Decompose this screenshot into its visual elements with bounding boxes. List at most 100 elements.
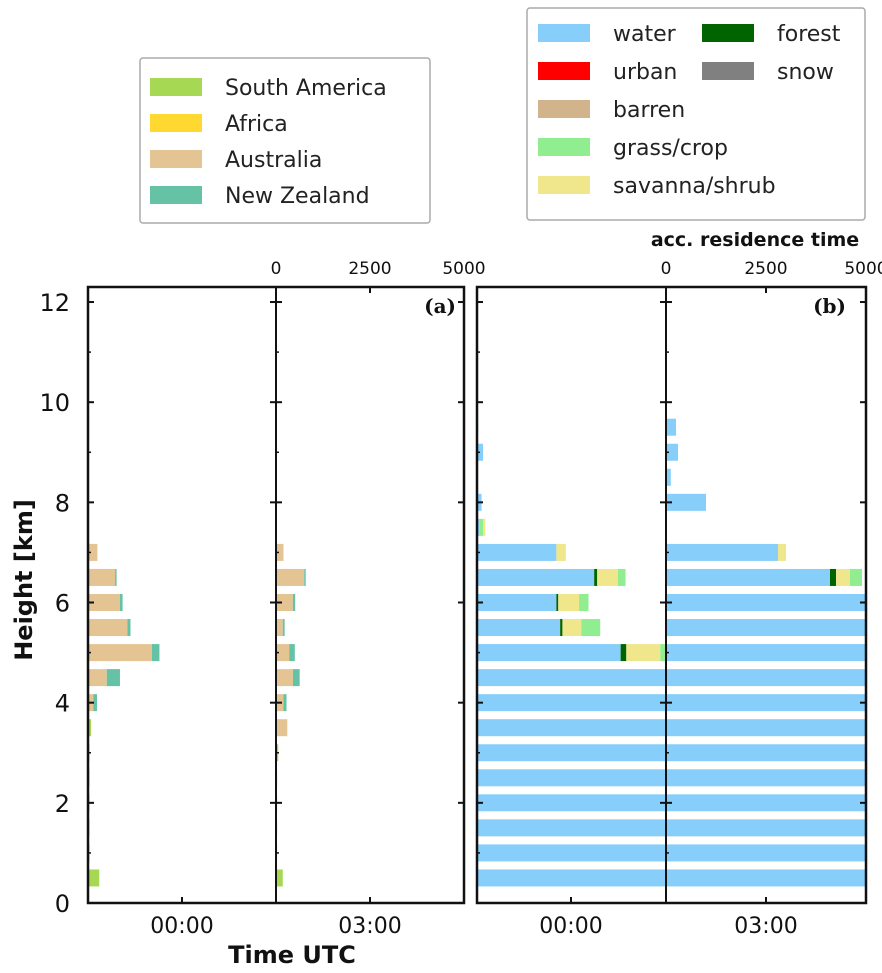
bar-pb-c0-h11-grasscrop: [579, 593, 589, 611]
legend-swatch: [538, 176, 590, 194]
bar-pb-c1-h13-savannashrub: [778, 543, 786, 561]
bar-pa-c0-h11-newzealand: [119, 593, 123, 611]
top-tick-label: 2500: [744, 259, 787, 279]
bar-pb-c1-h4-water: [666, 769, 866, 787]
bar-pb-c0-h7-water: [477, 694, 666, 712]
bar-pa-c1-h11-newzealand: [292, 593, 296, 611]
bar-pb-c0-h9-forest: [620, 644, 627, 662]
bar-pa-c0-h0-southamerica: [88, 869, 100, 887]
bar-pb-c1-h1-water: [666, 844, 866, 862]
bar-pa-c1-h8-australia: [276, 669, 293, 687]
legend-swatch: [150, 78, 202, 96]
top-tick-label: 0: [271, 259, 282, 279]
legend-label: grass/crop: [613, 136, 728, 161]
legend-label: barren: [613, 98, 685, 123]
bar-pb-c0-h8-water: [477, 669, 666, 687]
legend-swatch: [538, 100, 590, 118]
bar-pa-c0-h9-newzealand: [151, 644, 160, 662]
time-label: 03:00: [338, 914, 401, 939]
bar-pb-c1-h12-water: [666, 568, 830, 586]
bar-pb-c0-h12-grasscrop: [617, 568, 626, 586]
bar-pb-c1-h17-water: [666, 443, 678, 461]
y-tick-label: 2: [55, 790, 70, 818]
bar-pa-c1-h9-australia: [276, 644, 290, 662]
top-tick-label: 5000: [844, 259, 882, 279]
bar-pb-c0-h9-savannashrub: [626, 644, 661, 662]
bar-pb-c1-h16-water: [666, 468, 671, 486]
legend-swatch: [150, 150, 202, 168]
bar-pb-c1-h5-water: [666, 744, 866, 762]
top-tick-label: 0: [661, 259, 672, 279]
bar-pb-c0-h4-water: [477, 769, 666, 787]
bar-pb-c1-h12-savannashrub: [836, 568, 850, 586]
bar-pb-c1-h12-grasscrop: [850, 568, 862, 586]
bar-pb-c0-h14-savannashrub: [483, 518, 486, 536]
bar-pa-c0-h12-australia: [88, 568, 116, 586]
bar-pa-c0-h12-newzealand: [115, 568, 117, 586]
bar-pb-c1-h11-water: [666, 593, 866, 611]
legend-a-box: [139, 57, 431, 224]
legend-swatch: [702, 24, 754, 42]
bar-pa-c1-h13-australia: [276, 543, 284, 561]
panel-label-a: (a): [424, 294, 456, 318]
y-tick-label: 0: [55, 890, 70, 918]
legend-swatch: [702, 62, 754, 80]
bar-pb-c1-h13-water: [666, 543, 778, 561]
legend-swatch: [538, 138, 590, 156]
bar-pb-c1-h10-water: [666, 619, 866, 637]
bar-pb-c0-h2-water: [477, 819, 666, 837]
bar-pb-c0-h10-savannashrub: [562, 619, 582, 637]
legend-swatch: [538, 24, 590, 42]
bar-pb-c0-h12-savannashrub: [597, 568, 618, 586]
bar-pb-c1-h7-water: [666, 694, 866, 712]
bar-pb-c1-h0-water: [666, 869, 866, 887]
bar-pb-c0-h11-savannashrub: [558, 593, 580, 611]
bar-pa-c1-h10-newzealand: [282, 619, 285, 637]
bar-pb-c0-h10-grasscrop: [581, 619, 601, 637]
bar-pb-c0-h13-water: [477, 543, 557, 561]
bar-pa-c0-h8-australia: [88, 669, 107, 687]
legend-landcover: water forest urban snow barren grass/crop sava…: [526, 7, 866, 221]
x-axis-label: Time UTC: [228, 941, 356, 969]
y-tick-label: 8: [55, 489, 70, 517]
y-tick-label: 4: [55, 690, 70, 718]
bar-pa-c0-h10-australia: [88, 619, 128, 637]
y-axis-label: Height [km]: [10, 499, 38, 661]
time-label: 00:00: [150, 914, 213, 939]
legend-label: South America: [225, 76, 387, 101]
top-tick-label: 5000: [442, 259, 485, 279]
legend-label: snow: [777, 60, 834, 85]
bar-pb-c1-h9-water: [666, 644, 866, 662]
bar-pa-c1-h9-newzealand: [289, 644, 295, 662]
bar-pa-c0-h11-australia: [88, 593, 120, 611]
bar-pb-c0-h10-forest: [560, 619, 563, 637]
bar-pb-c0-h17-water: [477, 443, 484, 461]
y-tick-label: 12: [39, 289, 70, 317]
bar-pb-c0-h12-water: [477, 568, 595, 586]
bar-pa-c0-h9-australia: [88, 644, 152, 662]
legend-swatch: [150, 186, 202, 204]
y-tick-label: 6: [55, 590, 70, 618]
legend-label: Australia: [225, 148, 322, 173]
bar-pb-c1-h15-water: [666, 493, 706, 511]
bar-pb-c0-h14-grasscrop: [479, 518, 484, 536]
bar-pb-c1-h8-water: [666, 669, 866, 687]
bar-pb-c0-h12-forest: [594, 568, 598, 586]
bar-pa-c1-h7-newzealand: [283, 694, 287, 712]
bar-pb-c1-h6-water: [666, 719, 866, 737]
bar-pb-c1-h3-water: [666, 794, 866, 812]
bar-pb-c1-h2-water: [666, 819, 866, 837]
bar-pb-c0-h10-water: [477, 619, 561, 637]
time-label: 03:00: [734, 914, 797, 939]
legend-regions: South America Africa Australia New Zealand: [139, 57, 431, 224]
bar-pb-c0-h11-water: [477, 593, 557, 611]
bar-pb-c0-h3-water: [477, 794, 666, 812]
bar-pb-c0-h5-water: [477, 744, 666, 762]
top-tick-label: 2500: [348, 259, 391, 279]
bar-pb-c1-h12-forest: [830, 568, 836, 586]
legend-b-box: [526, 7, 866, 221]
legend-label: New Zealand: [225, 184, 370, 209]
bar-pa-c0-h7-newzealand: [93, 694, 98, 712]
bar-pa-c1-h10-australia: [276, 619, 283, 637]
